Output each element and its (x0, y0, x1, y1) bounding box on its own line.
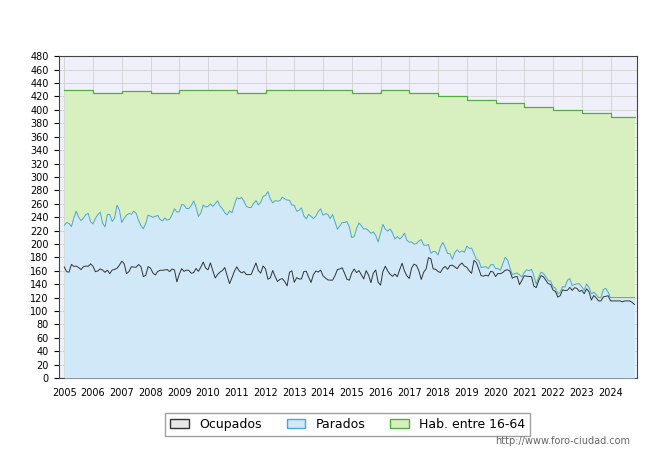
Legend: Ocupados, Parados, Hab. entre 16-64: Ocupados, Parados, Hab. entre 16-64 (166, 413, 530, 436)
Text: http://www.foro-ciudad.com: http://www.foro-ciudad.com (495, 436, 630, 446)
Text: Puebla del Maestre - Evolucion de la poblacion en edad de Trabajar Noviembre de : Puebla del Maestre - Evolucion de la pob… (51, 17, 599, 30)
